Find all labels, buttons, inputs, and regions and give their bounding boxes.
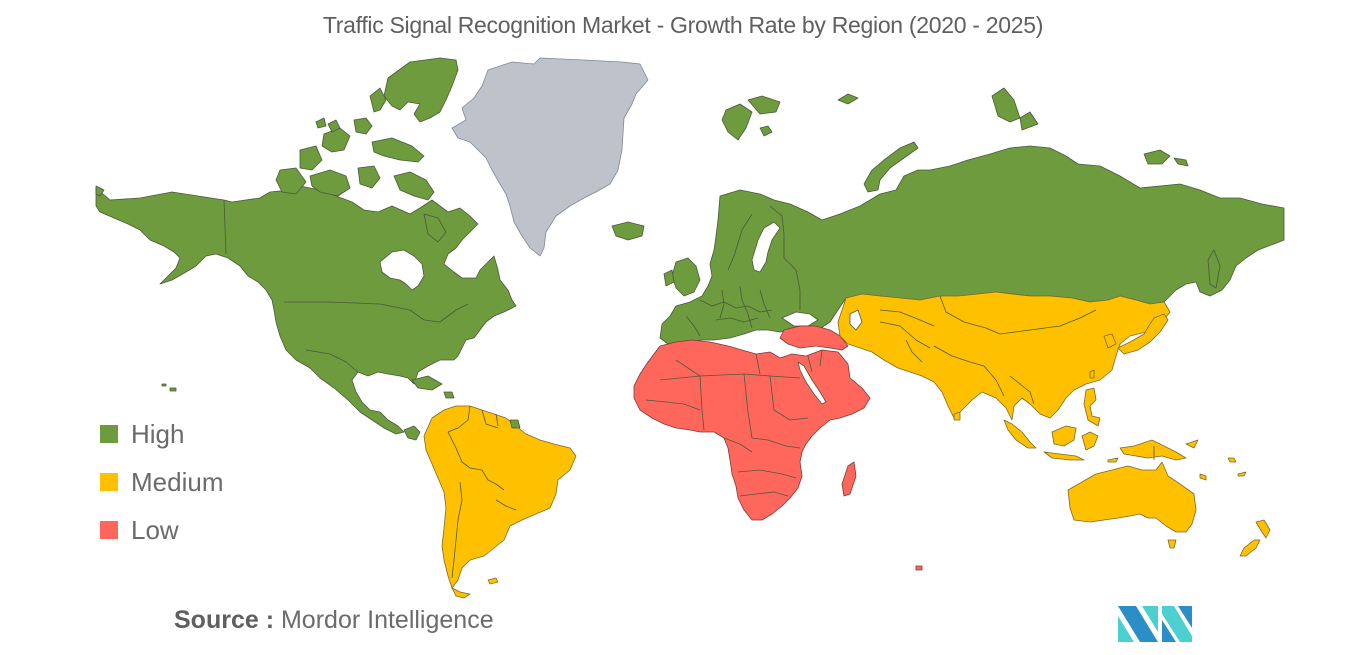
legend-swatch-low bbox=[100, 521, 118, 539]
legend-item-high: High bbox=[100, 410, 223, 458]
region-asia-pacific bbox=[837, 291, 1271, 557]
legend-label: High bbox=[131, 418, 185, 449]
legend-label: Low bbox=[131, 514, 179, 545]
legend: High Medium Low bbox=[100, 410, 223, 554]
chart-title: Traffic Signal Recognition Market - Grow… bbox=[322, 12, 1044, 38]
mordor-intelligence-logo-icon bbox=[1118, 606, 1192, 642]
legend-label: Medium bbox=[131, 466, 224, 497]
source-name: Mordor Intelligence bbox=[280, 606, 494, 634]
region-greenland bbox=[451, 57, 649, 257]
region-iceland bbox=[611, 221, 645, 241]
source-credit: Source : Mordor Intelligence bbox=[174, 606, 494, 635]
region-north-america bbox=[95, 57, 517, 441]
source-prefix: Source : bbox=[174, 606, 275, 634]
legend-swatch-medium bbox=[100, 473, 118, 491]
legend-item-medium: Medium bbox=[100, 458, 223, 506]
region-middle-east-africa bbox=[633, 325, 923, 571]
legend-item-low: Low bbox=[100, 506, 223, 554]
legend-swatch-high bbox=[100, 425, 118, 443]
region-south-america bbox=[423, 405, 577, 599]
